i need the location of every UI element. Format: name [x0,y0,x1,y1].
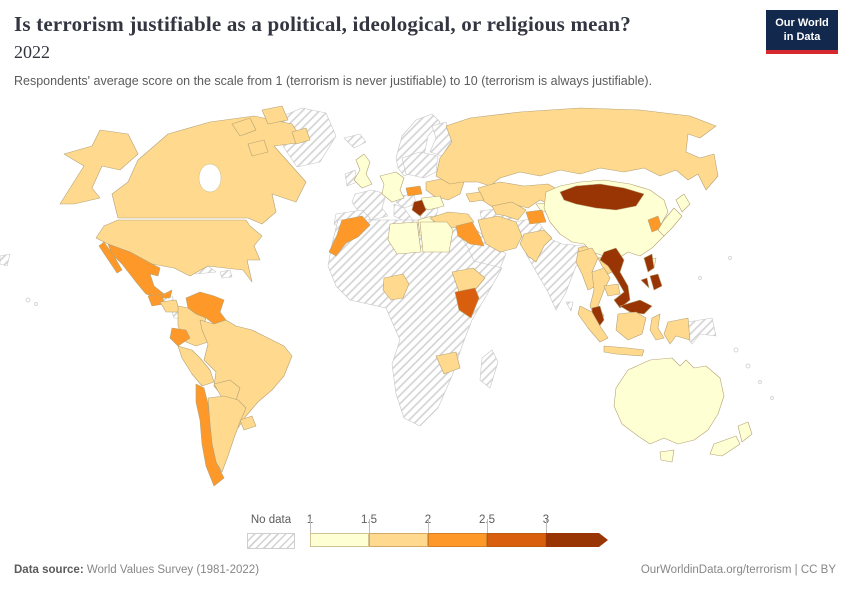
legend-tick-line [428,519,429,533]
country-vietnam[interactable] [599,247,631,309]
country-cambodia[interactable] [603,283,621,297]
country-philippines-mindanao[interactable] [649,273,663,291]
country-slovakia[interactable] [405,185,423,197]
chart-subtitle: Respondents' average score on the scale … [14,74,653,88]
country-uruguay[interactable] [239,415,257,431]
country-madagascar[interactable] [479,349,499,389]
country-new-zealand-north[interactable] [737,421,753,443]
country-iraq[interactable] [455,221,485,247]
footer-datasource-label: Data source: [14,564,84,576]
country-ecuador[interactable] [169,327,191,347]
country-canada-arctic-3[interactable] [291,127,311,145]
legend-bin-2.5[interactable] [487,533,546,547]
country-russia[interactable] [435,107,719,191]
no-data-label: No data [250,514,292,526]
country-philippines-luzon[interactable] [643,253,655,273]
pacific-islands [25,256,774,400]
country-caucasus[interactable] [465,191,485,203]
legend-tick-line [369,519,370,533]
country-morocco[interactable] [328,215,371,257]
owid-logo-line1: Our World [775,17,829,29]
no-data-swatch[interactable] [247,533,295,549]
hudson-bay [198,163,222,193]
country-iceland[interactable] [343,133,367,149]
country-mexico-baja[interactable] [98,241,123,274]
page-title: Is terrorism justifiable as a political,… [14,12,631,36]
country-canada-arctic-4[interactable] [247,139,269,157]
footer-link[interactable]: OurWorldinData.org/terrorism | CC BY [640,564,836,576]
map-edge-fragment[interactable] [0,253,11,267]
country-serbia[interactable] [411,199,427,217]
country-australia[interactable] [613,357,725,445]
legend-bin-1[interactable] [310,533,369,547]
country-united-kingdom[interactable] [353,153,373,189]
country-tajikistan[interactable] [525,209,547,225]
country-indonesia-kalimantan[interactable] [615,311,647,341]
country-sri-lanka[interactable] [565,301,574,312]
country-nigeria[interactable] [382,273,410,301]
country-bolivia[interactable] [213,379,241,401]
legend-tick-line [546,519,547,533]
country-mongolia[interactable] [559,183,645,211]
legend-bin-2[interactable] [428,533,487,547]
chart-year: 2022 [14,42,50,62]
country-indonesia-sumatra[interactable] [577,305,609,343]
legend-tick-line [487,519,488,533]
country-alaska[interactable] [59,129,139,205]
country-united-states[interactable] [95,219,263,283]
map-legend: No data 11.522.53 [247,512,627,550]
country-poland-baltics[interactable] [401,151,439,179]
country-philippines-visayas[interactable] [640,277,650,289]
legend-bin-1.5[interactable] [369,533,428,547]
legend-tick-line [310,519,311,533]
country-chile[interactable] [195,383,225,487]
country-libya[interactable] [387,221,422,255]
owid-logo-line2: in Data [783,31,821,44]
country-japan-main[interactable] [657,207,683,237]
country-brazil[interactable] [199,319,293,429]
country-hispaniola[interactable] [219,269,233,279]
country-canada-arctic-1[interactable] [231,117,257,137]
country-indonesia-papua[interactable] [663,317,691,345]
country-pakistan[interactable] [519,229,553,263]
country-new-zealand-south[interactable] [709,435,741,457]
country-germany[interactable] [379,171,405,203]
country-malaysia-borneo[interactable] [619,299,653,315]
country-nicaragua[interactable] [159,299,181,313]
country-ethiopia[interactable] [451,267,486,293]
country-india[interactable] [525,237,589,311]
owid-logo[interactable]: Our World in Data [766,10,838,54]
country-indonesia-java[interactable] [603,345,645,357]
legend-bin-3[interactable] [546,533,608,547]
country-uzbekistan[interactable] [491,201,527,221]
country-iran[interactable] [477,215,523,253]
footer-datasource-value: World Values Survey (1981-2022) [83,564,260,576]
world-map [0,105,774,487]
country-mexico[interactable] [107,243,173,299]
legend-color-scale: 11.522.53 [307,512,620,550]
country-canada-arctic-2[interactable] [261,105,289,125]
footer-datasource: Data source: World Values Survey (1981-2… [14,564,259,576]
country-egypt[interactable] [419,221,454,253]
country-tasmania[interactable] [659,449,675,463]
country-peru[interactable] [177,345,215,387]
country-indonesia-sulawesi[interactable] [649,313,665,341]
country-kenya[interactable] [454,287,480,319]
country-zimbabwe[interactable] [435,351,461,375]
country-japan-north[interactable] [675,193,691,213]
